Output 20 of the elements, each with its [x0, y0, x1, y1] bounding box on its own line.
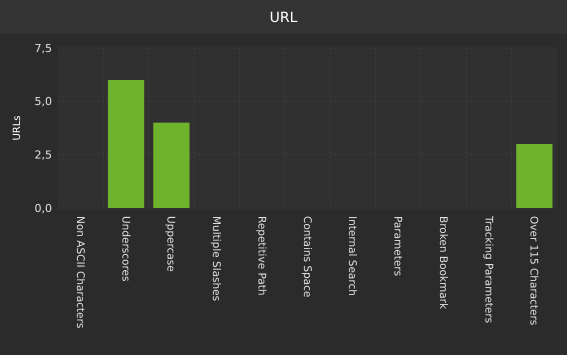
y-axis-title: URLs: [12, 115, 23, 141]
bar: [516, 144, 552, 208]
x-tick-label: Multiple Slashes: [210, 216, 222, 302]
y-tick-label: 7,5: [34, 42, 52, 55]
x-tick-label: Internal Search: [346, 216, 358, 296]
chart-title: URL: [270, 10, 298, 26]
x-tick-label: Uppercase: [164, 216, 177, 272]
x-tick-label: Non ASCII Characters: [74, 216, 86, 328]
x-tick-label: Repetitive Path: [255, 216, 268, 296]
x-tick-label: Contains Space: [300, 216, 313, 298]
bar: [108, 80, 144, 208]
x-tick-label: Broken Bookmark: [436, 216, 449, 310]
x-tick-label: Tracking Parameters: [482, 215, 494, 324]
y-tick-label: 2,5: [34, 148, 52, 162]
y-tick-label: 0,0: [34, 202, 52, 215]
x-tick-label: Over 115 Characters: [528, 216, 540, 326]
y-tick-label: 5,0: [34, 95, 52, 108]
x-tick-label: Parameters: [392, 216, 404, 276]
x-tick-label: Underscores: [119, 216, 132, 282]
bar: [153, 122, 190, 208]
